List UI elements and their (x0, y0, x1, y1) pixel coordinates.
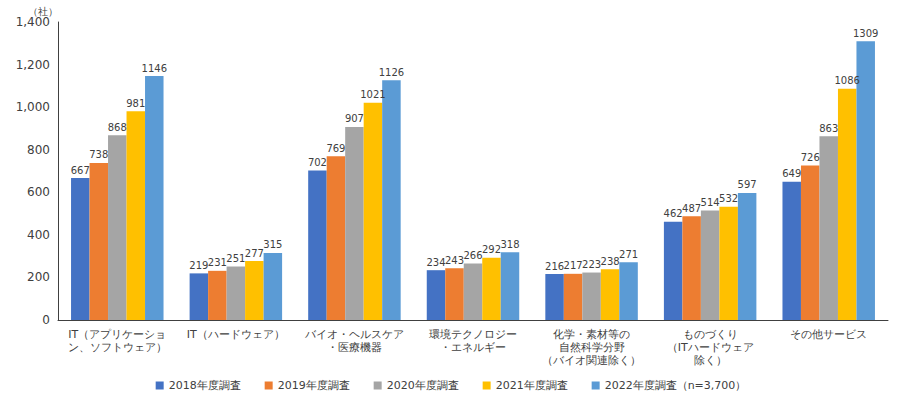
svg-text:1021: 1021 (360, 89, 385, 100)
svg-text:800: 800 (27, 143, 50, 157)
svg-text:738: 738 (89, 149, 108, 160)
svg-text:2022年度調査（n=3,700）: 2022年度調査（n=3,700） (605, 379, 747, 392)
svg-text:（ITハードウェア: （ITハードウェア (667, 341, 754, 354)
svg-text:1,200: 1,200 (16, 58, 50, 72)
svg-text:IT（ハードウェア）: IT（ハードウェア） (187, 328, 285, 341)
svg-text:環境テクノロジー: 環境テクノロジー (429, 328, 517, 341)
svg-text:ものづくり: ものづくり (683, 328, 738, 341)
svg-text:1086: 1086 (834, 75, 859, 86)
svg-text:・医療機器: ・医療機器 (327, 341, 382, 354)
svg-text:その他サービス: その他サービス (790, 328, 867, 341)
svg-text:649: 649 (782, 168, 801, 179)
svg-text:315: 315 (263, 239, 282, 250)
svg-text:514: 514 (701, 197, 720, 208)
svg-text:600: 600 (27, 185, 50, 199)
svg-text:981: 981 (126, 98, 145, 109)
svg-text:277: 277 (245, 248, 264, 259)
svg-text:223: 223 (582, 259, 601, 270)
svg-text:0: 0 (42, 313, 50, 327)
svg-text:200: 200 (27, 270, 50, 284)
svg-text:1146: 1146 (142, 63, 167, 74)
svg-text:271: 271 (619, 249, 638, 260)
svg-text:868: 868 (108, 122, 127, 133)
svg-text:907: 907 (345, 113, 364, 124)
svg-text:487: 487 (682, 203, 701, 214)
svg-text:238: 238 (601, 256, 620, 267)
svg-text:266: 266 (463, 250, 482, 261)
svg-text:251: 251 (226, 253, 245, 264)
svg-text:400: 400 (27, 228, 50, 242)
svg-text:化学・素材等の: 化学・素材等の (553, 328, 630, 341)
svg-text:自然科学分野: 自然科学分野 (559, 341, 625, 354)
svg-text:・エネルギー: ・エネルギー (440, 341, 506, 354)
svg-text:ン、ソフトウェア）: ン、ソフトウェア） (68, 341, 167, 354)
svg-text:1126: 1126 (379, 67, 404, 78)
svg-text:597: 597 (738, 179, 757, 190)
svg-text:532: 532 (719, 193, 738, 204)
svg-text:769: 769 (326, 143, 345, 154)
svg-text:2018年度調査: 2018年度調査 (169, 379, 241, 392)
svg-text:219: 219 (189, 260, 208, 271)
svg-text:217: 217 (564, 260, 583, 271)
svg-text:1,000: 1,000 (16, 100, 50, 114)
svg-text:IT（アプリケーショ: IT（アプリケーショ (68, 328, 166, 341)
svg-text:863: 863 (819, 123, 838, 134)
svg-text:216: 216 (545, 261, 564, 272)
svg-text:462: 462 (664, 208, 683, 219)
svg-text:1,400: 1,400 (16, 15, 50, 29)
svg-text:318: 318 (500, 239, 519, 250)
svg-text:1309: 1309 (853, 28, 878, 39)
svg-text:667: 667 (71, 165, 90, 176)
svg-text:243: 243 (445, 255, 464, 266)
svg-text:231: 231 (208, 257, 227, 268)
svg-text:292: 292 (482, 244, 501, 255)
svg-text:726: 726 (801, 152, 820, 163)
svg-text:2020年度調査: 2020年度調査 (387, 379, 459, 392)
svg-text:除く）: 除く） (694, 354, 727, 367)
svg-text:（社）: （社） (28, 5, 58, 17)
svg-text:2019年度調査: 2019年度調査 (278, 379, 350, 392)
svg-text:702: 702 (308, 157, 327, 168)
svg-text:バイオ・ヘルスケア: バイオ・ヘルスケア (304, 328, 404, 341)
svg-text:2021年度調査: 2021年度調査 (496, 379, 568, 392)
svg-text:（バイオ関連除く）: （バイオ関連除く） (542, 354, 641, 367)
svg-text:234: 234 (426, 257, 445, 268)
